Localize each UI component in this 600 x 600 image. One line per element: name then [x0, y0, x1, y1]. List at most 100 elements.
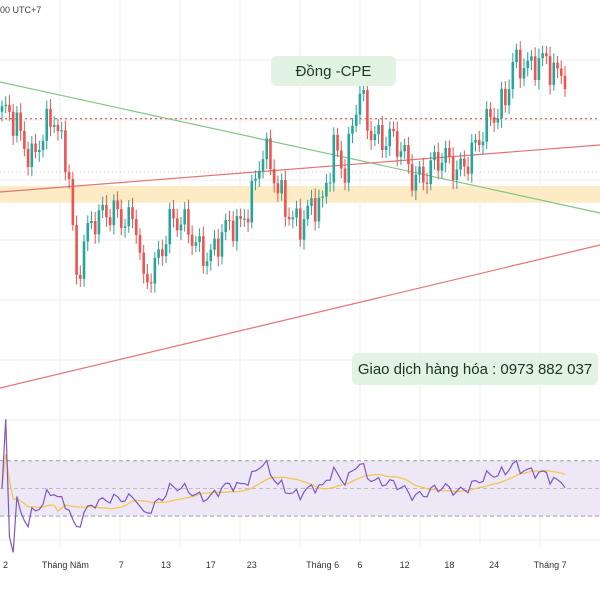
- candle: [325, 173, 328, 204]
- candle: [474, 133, 477, 152]
- candle-body: [317, 197, 321, 222]
- candle: [328, 172, 332, 192]
- lower-channel-line: [0, 244, 600, 389]
- candle: [537, 48, 541, 90]
- candle: [11, 103, 15, 145]
- candle-body: [172, 209, 175, 219]
- candle: [250, 174, 254, 229]
- candle-body: [351, 125, 354, 134]
- contact-text: Giao dịch hàng hóa : 0973 882 037: [357, 360, 593, 378]
- candle-body: [548, 56, 552, 85]
- candle: [321, 190, 324, 208]
- candle: [545, 46, 548, 65]
- candle: [37, 140, 41, 162]
- candle: [459, 152, 462, 177]
- candle-body: [507, 89, 511, 106]
- candle-body: [272, 169, 276, 184]
- candle: [231, 211, 235, 247]
- candle-body: [116, 200, 119, 210]
- x-tick-label: 24: [489, 560, 499, 570]
- candle-body: [459, 158, 462, 170]
- candle: [120, 199, 123, 236]
- x-tick-label: 2: [3, 560, 8, 570]
- candle: [381, 115, 384, 158]
- candle-body: [466, 166, 470, 174]
- candle-body: [332, 134, 336, 183]
- candle: [395, 121, 399, 167]
- candle: [127, 200, 131, 233]
- candle-body: [202, 236, 205, 266]
- candle: [0, 100, 4, 122]
- candle-body: [157, 249, 160, 258]
- candle-body: [537, 58, 541, 80]
- candle-body: [403, 145, 406, 152]
- candle-body: [161, 249, 164, 257]
- candle-body: [216, 238, 220, 257]
- candle: [351, 117, 354, 144]
- candle-body: [64, 130, 67, 173]
- candle: [149, 273, 153, 293]
- candle: [105, 195, 108, 227]
- candle: [187, 199, 190, 244]
- candle-body: [552, 62, 556, 85]
- candle-body: [86, 223, 90, 242]
- candle-body: [328, 182, 332, 184]
- candle: [209, 244, 213, 271]
- candle: [246, 209, 250, 233]
- candle-body: [224, 220, 228, 233]
- candle: [19, 103, 22, 141]
- candle-body: [298, 208, 302, 240]
- chart-title: Đồng -CPE: [295, 62, 372, 80]
- candle: [295, 200, 298, 227]
- candle: [71, 172, 75, 231]
- candle: [477, 130, 481, 152]
- candle-body: [556, 62, 559, 69]
- candle-body: [250, 180, 254, 223]
- candle-body: [168, 209, 172, 245]
- candle: [161, 239, 164, 266]
- candle: [164, 236, 168, 264]
- candle: [556, 55, 559, 78]
- candle-body: [377, 125, 380, 135]
- candle-body: [485, 108, 489, 142]
- candle: [302, 210, 306, 250]
- candle: [422, 157, 425, 191]
- candle-body: [336, 134, 339, 151]
- candle-body: [522, 68, 526, 79]
- candle-body: [153, 257, 157, 284]
- candle-body: [302, 219, 306, 240]
- candle-body: [481, 141, 485, 146]
- candle: [243, 209, 246, 227]
- candle-body: [187, 209, 190, 235]
- candle-body: [399, 151, 403, 157]
- candle: [526, 52, 530, 77]
- candle-body: [49, 108, 52, 127]
- candle-body: [78, 274, 82, 279]
- candle-body: [82, 241, 86, 279]
- candle: [466, 156, 470, 181]
- candle: [481, 131, 485, 155]
- candle-body: [179, 224, 183, 231]
- candle-body: [138, 235, 142, 253]
- candle: [60, 121, 63, 139]
- candle: [552, 53, 556, 91]
- candle: [455, 160, 459, 189]
- candle: [399, 142, 403, 165]
- candle-body: [198, 236, 201, 243]
- candle: [541, 45, 544, 67]
- candle: [45, 100, 49, 150]
- candle: [93, 211, 97, 244]
- candle-body: [265, 138, 269, 160]
- candle-body: [381, 125, 384, 151]
- candle: [78, 265, 82, 287]
- candle: [272, 159, 276, 193]
- candle-body: [239, 216, 242, 219]
- candle: [56, 119, 60, 141]
- x-tick-label: 7: [119, 560, 124, 570]
- candle-body: [559, 68, 563, 76]
- x-tick-label: 12: [400, 560, 410, 570]
- candle: [23, 121, 26, 157]
- candle: [157, 240, 160, 265]
- candle-body: [190, 234, 194, 246]
